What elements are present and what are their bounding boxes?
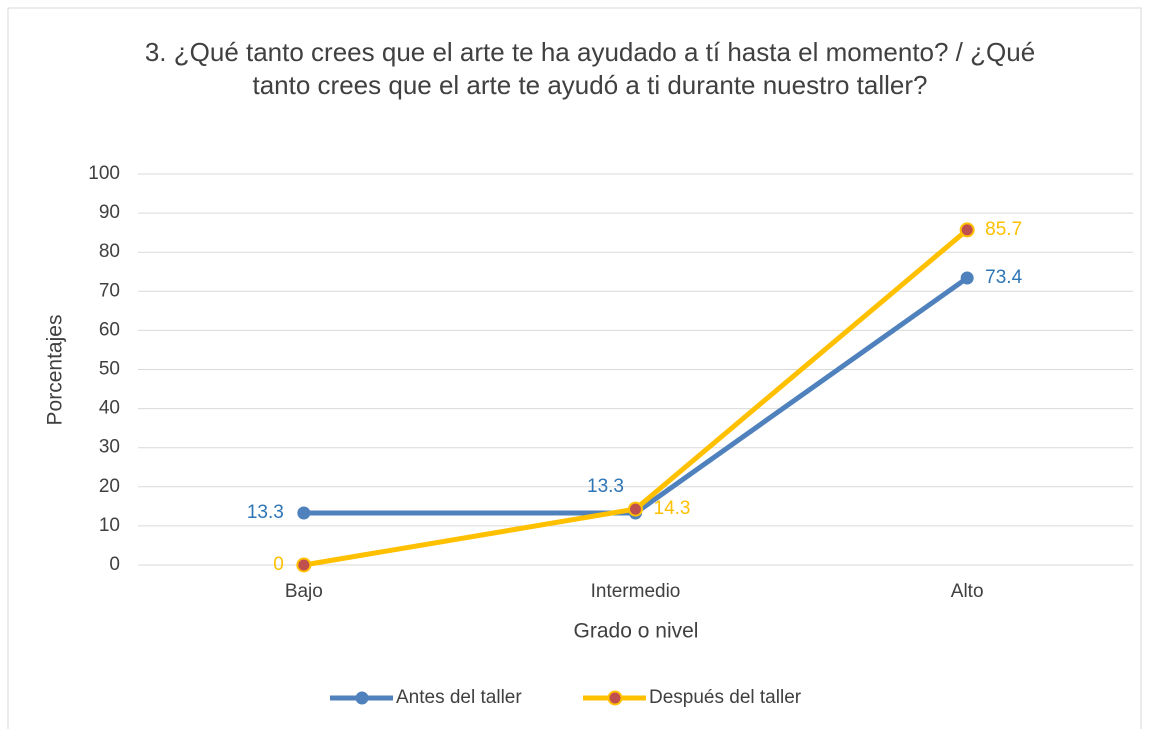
y-tick-label: 60 xyxy=(99,319,120,340)
y-axis-label: Porcentajes xyxy=(44,315,67,426)
y-tick-label: 20 xyxy=(99,476,120,497)
data-label: 73.4 xyxy=(985,267,1022,288)
data-point xyxy=(296,557,312,573)
legend-marker xyxy=(355,691,369,705)
x-tick-label: Bajo xyxy=(285,581,323,602)
chart-border xyxy=(7,7,1142,729)
data-point xyxy=(628,501,643,517)
y-tick-label: 80 xyxy=(99,241,120,262)
data-point xyxy=(297,506,311,520)
chart-title: 3. ¿Qué tanto crees que el arte te ha ay… xyxy=(144,37,1036,100)
y-tick-label: 30 xyxy=(99,437,120,458)
data-label: 14.3 xyxy=(654,498,691,519)
x-tick-label: Intermedio xyxy=(591,581,681,602)
y-tick-label: 70 xyxy=(99,280,120,301)
y-tick-label: 90 xyxy=(99,202,120,223)
y-tick-label: 0 xyxy=(109,554,120,575)
data-label: 85.7 xyxy=(985,219,1022,240)
data-point xyxy=(959,222,975,238)
y-tick-label: 50 xyxy=(99,359,120,380)
data-point xyxy=(960,271,974,285)
data-label: 0 xyxy=(273,554,284,575)
legend-label: Antes del taller xyxy=(396,687,522,708)
y-tick-label: 40 xyxy=(99,398,120,419)
y-tick-label: 10 xyxy=(99,515,120,536)
data-label: 13.3 xyxy=(247,502,284,523)
x-axis-label: Grado o nivel xyxy=(574,620,699,643)
legend-marker xyxy=(607,690,623,706)
x-tick-label: Alto xyxy=(951,581,984,602)
y-tick-label: 100 xyxy=(88,163,120,184)
legend-label: Después del taller xyxy=(649,687,802,708)
data-label: 13.3 xyxy=(587,476,624,497)
